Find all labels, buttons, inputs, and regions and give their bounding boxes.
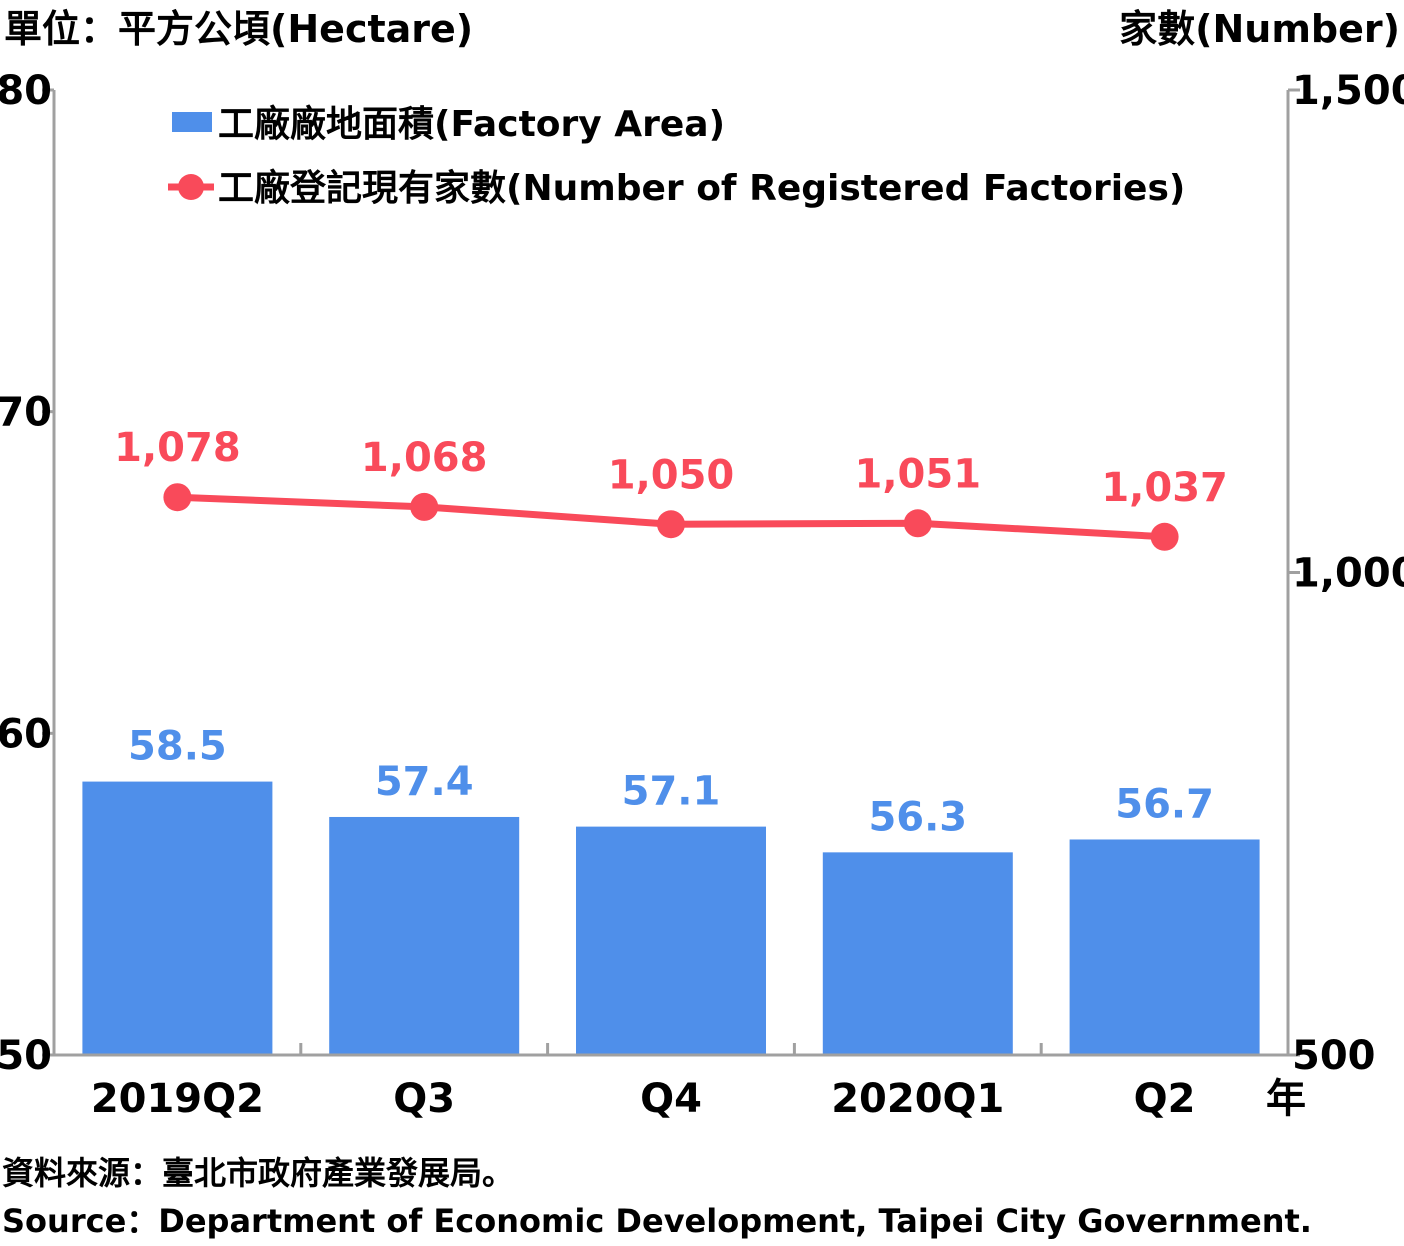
legend-line-label: 工廠登記現有家數(Number of Registered Factories) [218, 167, 1185, 209]
x-tick-label: Q4 [640, 1076, 702, 1122]
line-point [903, 509, 932, 538]
right-axis-unit: 家數(Number) [1119, 7, 1400, 51]
bar [576, 826, 766, 1055]
line-point [410, 492, 439, 521]
bar [82, 781, 273, 1055]
bar-value-label: 56.3 [868, 794, 967, 840]
source-zh: 資料來源：臺北市政府產業發展局。 [2, 1154, 514, 1192]
line-value-label: 1,037 [1101, 465, 1228, 511]
bar-value-label: 57.1 [622, 769, 721, 815]
x-tick-label: Q2 [1134, 1076, 1196, 1122]
line-value-label: 1,051 [855, 451, 982, 497]
legend-line-marker [178, 174, 204, 200]
right-tick-label: 500 [1292, 1033, 1376, 1079]
line-value-label: 1,078 [114, 425, 241, 471]
right-tick-label: 1,500 [1292, 68, 1404, 114]
x-tick-label: 2020Q1 [831, 1076, 1004, 1122]
line-series [163, 483, 1179, 551]
data-labels: 58.5 57.4 57.1 56.3 56.7 1,078 1,068 1,050 1,051… [114, 425, 1228, 840]
right-tick-label: 1,000 [1292, 551, 1404, 597]
left-tick-label: 60 [0, 711, 52, 757]
legend-bar-label: 工廠廠地面積(Factory Area) [218, 103, 725, 145]
line-point [657, 510, 685, 539]
bar-value-label: 58.5 [128, 724, 227, 770]
bar-series [82, 781, 1260, 1055]
bar [1069, 839, 1260, 1055]
legend: 工廠廠地面積(Factory Area) 工廠登記現有家數(Number of … [168, 103, 1185, 209]
left-tick-label: 80 [0, 68, 52, 114]
line-value-label: 1,050 [608, 452, 735, 498]
line-point [1150, 522, 1179, 551]
left-tick-label: 70 [0, 390, 52, 436]
bar-value-label: 56.7 [1115, 781, 1214, 827]
x-tick-label: Q3 [393, 1076, 455, 1122]
line-value-label: 1,068 [361, 435, 488, 481]
line-point [163, 483, 192, 512]
axes: 50 60 70 80 500 1,000 1,500 2019Q2 Q3 Q4 2020Q1 Q2 [0, 68, 1404, 1122]
bar [822, 852, 1013, 1055]
source-en: Source：Department of Economic Developmen… [2, 1202, 1312, 1240]
left-tick-label: 50 [0, 1033, 52, 1079]
bar [329, 816, 520, 1055]
legend-bar-swatch [172, 112, 212, 132]
x-axis-suffix: 年 [1266, 1076, 1306, 1122]
x-tick-label: 2019Q2 [91, 1076, 264, 1122]
left-axis-unit: 單位：平方公頃(Hectare) [4, 7, 473, 51]
bar-value-label: 57.4 [375, 759, 474, 805]
